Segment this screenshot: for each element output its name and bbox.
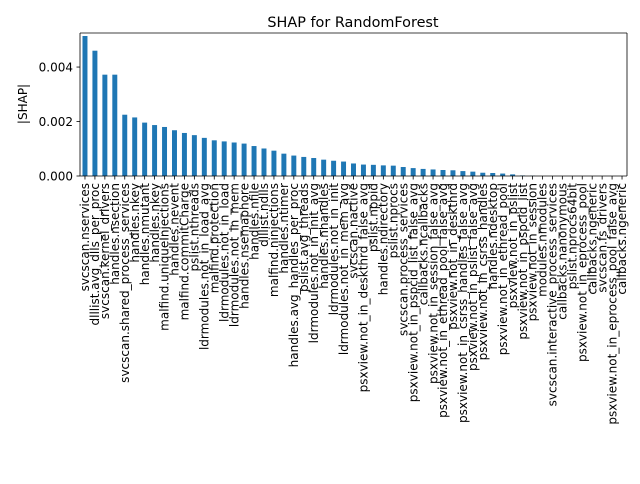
- bar: [411, 168, 416, 176]
- bar: [291, 156, 296, 176]
- bar: [301, 157, 306, 176]
- bar: [441, 170, 446, 176]
- bar: [192, 135, 197, 176]
- bar: [152, 125, 157, 176]
- y-tick-label: 0.002: [39, 115, 73, 129]
- bar: [361, 165, 366, 176]
- bar: [271, 151, 276, 176]
- chart-title: SHAP for RandomForest: [267, 15, 439, 31]
- bar: [490, 173, 495, 176]
- x-axis-ticks: svcscan.nservicesdlllist.avg_dlls_per_pr…: [78, 176, 629, 425]
- bar: [112, 75, 117, 176]
- bar: [182, 133, 187, 176]
- bar: [262, 148, 267, 176]
- bar: [311, 158, 316, 176]
- bar: [381, 165, 386, 176]
- bar: [232, 143, 237, 177]
- bar: [460, 171, 465, 176]
- bar: [321, 160, 326, 176]
- bar: [470, 172, 475, 176]
- bar: [212, 140, 217, 176]
- y-tick-label: 0.000: [39, 169, 73, 183]
- bar: [172, 130, 177, 176]
- bar: [431, 169, 436, 176]
- bar: [331, 161, 336, 176]
- bar: [142, 123, 147, 176]
- bar: [202, 138, 207, 176]
- bar-series: [82, 36, 535, 176]
- x-tick-label: callbacks.ngeneric: [615, 183, 629, 295]
- bar: [371, 165, 376, 176]
- bar: [122, 115, 127, 176]
- bar: [252, 146, 257, 176]
- bar: [222, 141, 227, 176]
- bar: [450, 170, 455, 176]
- bar: [281, 154, 286, 176]
- bar: [132, 117, 137, 176]
- bar: [421, 169, 426, 176]
- y-tick-label: 0.004: [39, 60, 73, 74]
- bar: [391, 166, 396, 176]
- bar: [341, 162, 346, 176]
- bar: [82, 36, 87, 176]
- bar: [92, 51, 97, 176]
- bar: [242, 144, 247, 176]
- bar: [102, 75, 107, 176]
- bar: [480, 173, 485, 176]
- y-axis-label: |SHAP|: [16, 84, 30, 124]
- bar: [162, 127, 167, 176]
- bar: [351, 163, 356, 176]
- y-axis-ticks: 0.000 0.002 0.004: [39, 60, 80, 183]
- bar: [401, 167, 406, 176]
